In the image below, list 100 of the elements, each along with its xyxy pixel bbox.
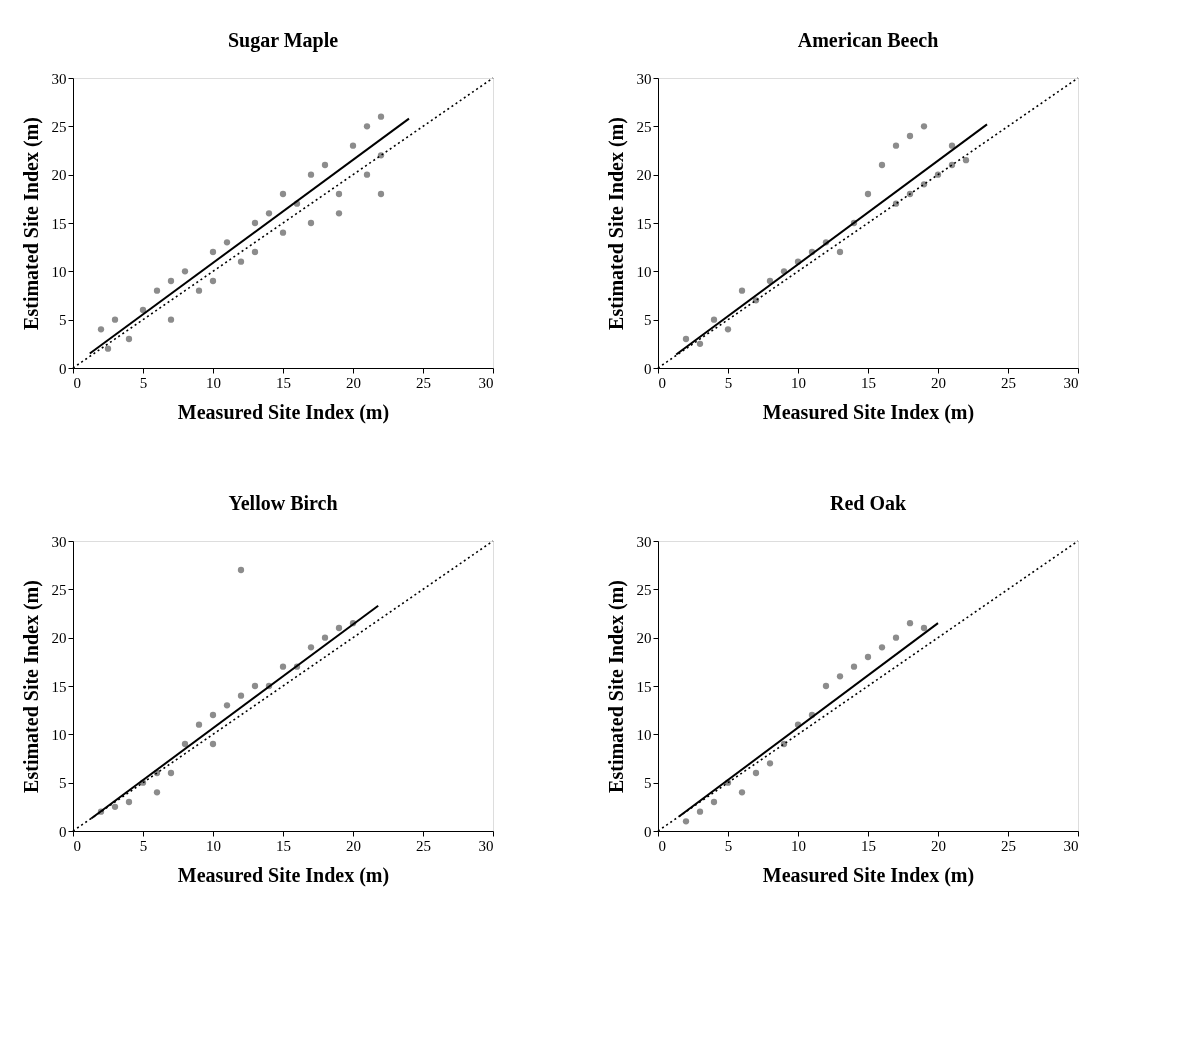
point xyxy=(920,123,928,130)
point xyxy=(766,760,774,767)
point xyxy=(223,239,231,246)
y-tick-label: 0 xyxy=(644,360,652,377)
y-tick-label: 10 xyxy=(636,263,652,280)
x-tick-label: 15 xyxy=(276,837,291,854)
y-tick-label: 20 xyxy=(51,167,67,184)
x-tick-label: 0 xyxy=(73,837,81,854)
point xyxy=(237,692,245,699)
point xyxy=(104,345,112,352)
x-tick-label: 5 xyxy=(139,374,148,391)
x-tick-label: 15 xyxy=(861,374,876,391)
point xyxy=(237,566,245,574)
point xyxy=(738,789,746,796)
y-tick-label: 30 xyxy=(636,533,652,550)
y-tick-label: 15 xyxy=(636,678,652,695)
point xyxy=(223,702,231,709)
x-tick-label: 5 xyxy=(139,837,148,854)
x-tick-label: 20 xyxy=(346,837,361,854)
point xyxy=(836,673,844,680)
y-tick-label: 25 xyxy=(51,581,67,598)
chart-title: American Beech xyxy=(797,29,939,51)
point xyxy=(682,335,690,343)
x-tick-label: 15 xyxy=(276,374,291,391)
x-axis-title: Measured Site Index (m) xyxy=(762,400,975,424)
y-tick-label: 10 xyxy=(636,726,652,743)
x-tick-label: 30 xyxy=(1063,837,1079,854)
y-tick-label: 30 xyxy=(51,70,67,87)
point xyxy=(377,190,385,198)
point xyxy=(710,798,718,806)
point xyxy=(349,142,357,149)
y-axis-title: Estimated Site Index (m) xyxy=(604,580,628,793)
x-tick-label: 30 xyxy=(478,374,494,391)
point xyxy=(167,769,175,777)
point xyxy=(181,268,189,275)
point xyxy=(307,644,315,651)
point xyxy=(962,157,970,164)
point xyxy=(139,306,147,314)
point xyxy=(906,132,914,140)
point xyxy=(920,624,928,632)
y-tick-label: 5 xyxy=(644,312,652,329)
y-tick-label: 25 xyxy=(636,581,652,598)
y-tick-label: 20 xyxy=(636,167,652,184)
x-tick-label: 25 xyxy=(416,837,431,854)
point xyxy=(710,316,718,323)
x-tick-label: 30 xyxy=(478,837,494,854)
point xyxy=(864,653,872,661)
x-tick-label: 5 xyxy=(724,374,733,391)
x-tick-label: 5 xyxy=(724,837,733,854)
point xyxy=(111,316,119,323)
point xyxy=(251,219,259,227)
point xyxy=(279,229,287,236)
point xyxy=(279,663,287,670)
point xyxy=(752,769,760,777)
point xyxy=(125,335,133,343)
point xyxy=(307,171,315,178)
x-tick-label: 25 xyxy=(1001,837,1016,854)
point xyxy=(850,663,858,670)
y-tick-label: 30 xyxy=(636,70,652,87)
point xyxy=(682,818,690,825)
y-tick-label: 5 xyxy=(59,312,67,329)
x-axis-title: Measured Site Index (m) xyxy=(177,863,390,887)
x-tick-label: 20 xyxy=(931,837,946,854)
y-tick-label: 0 xyxy=(59,823,67,840)
point xyxy=(906,620,914,627)
y-tick-label: 0 xyxy=(644,823,652,840)
y-tick-label: 10 xyxy=(51,263,67,280)
y-tick-label: 20 xyxy=(51,630,67,647)
y-tick-label: 5 xyxy=(59,775,67,792)
y-tick-label: 25 xyxy=(51,118,67,135)
point xyxy=(237,258,245,265)
point xyxy=(265,210,273,217)
y-axis-title: Estimated Site Index (m) xyxy=(19,580,43,793)
chart-title: Sugar Maple xyxy=(227,29,339,52)
point xyxy=(892,142,900,149)
point xyxy=(878,161,886,169)
point xyxy=(738,287,746,294)
point xyxy=(836,248,844,256)
point xyxy=(209,711,217,719)
point xyxy=(195,287,203,294)
point xyxy=(766,277,774,285)
point xyxy=(335,624,343,632)
point xyxy=(363,171,371,178)
point xyxy=(153,789,161,796)
y-tick-label: 15 xyxy=(636,215,652,232)
point xyxy=(878,644,886,651)
x-axis-title: Measured Site Index (m) xyxy=(177,400,390,424)
point xyxy=(335,190,343,198)
point xyxy=(696,340,704,347)
point xyxy=(696,808,704,815)
x-tick-label: 20 xyxy=(346,374,361,391)
x-tick-label: 25 xyxy=(416,374,431,391)
x-tick-label: 10 xyxy=(791,374,806,391)
point xyxy=(321,161,329,169)
x-tick-label: 0 xyxy=(73,374,81,391)
point xyxy=(167,316,175,323)
chart-title: Yellow Birch xyxy=(228,492,338,514)
point xyxy=(335,210,343,217)
x-tick-label: 0 xyxy=(658,837,666,854)
point xyxy=(209,277,217,285)
